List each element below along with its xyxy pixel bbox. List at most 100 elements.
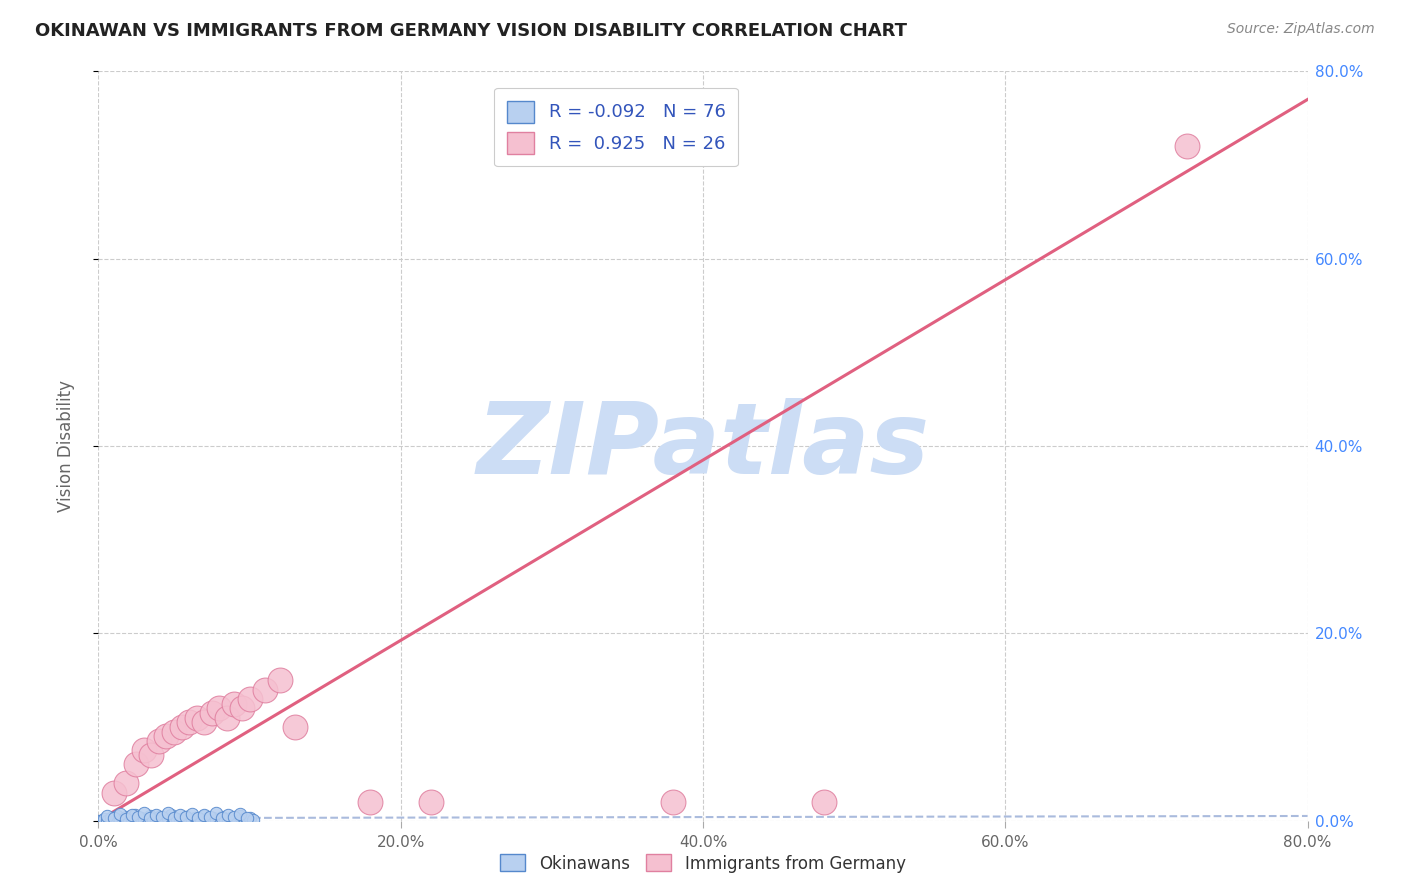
- Point: [195, 812, 218, 826]
- Point: [139, 809, 162, 823]
- Point: [103, 811, 125, 825]
- Point: [284, 720, 307, 734]
- Point: [156, 806, 179, 821]
- Point: [148, 734, 170, 748]
- Y-axis label: Vision Disability: Vision Disability: [56, 380, 75, 512]
- Point: [221, 811, 243, 825]
- Point: [179, 715, 201, 730]
- Point: [215, 710, 238, 724]
- Point: [181, 807, 204, 822]
- Point: [193, 715, 215, 730]
- Point: [211, 810, 233, 824]
- Point: [239, 692, 262, 706]
- Point: [148, 810, 170, 824]
- Point: [217, 808, 239, 822]
- Point: [226, 814, 249, 828]
- Point: [145, 808, 167, 822]
- Text: OKINAWAN VS IMMIGRANTS FROM GERMANY VISION DISABILITY CORRELATION CHART: OKINAWAN VS IMMIGRANTS FROM GERMANY VISI…: [35, 22, 907, 40]
- Point: [153, 814, 176, 828]
- Text: Source: ZipAtlas.com: Source: ZipAtlas.com: [1227, 22, 1375, 37]
- Point: [96, 809, 118, 823]
- Point: [90, 814, 112, 828]
- Point: [211, 811, 233, 825]
- Point: [163, 724, 186, 739]
- Point: [166, 812, 188, 826]
- Point: [224, 697, 246, 711]
- Point: [170, 720, 193, 734]
- Point: [205, 813, 228, 827]
- Point: [186, 710, 208, 724]
- Point: [163, 814, 186, 828]
- Point: [235, 811, 257, 825]
- Point: [205, 806, 228, 821]
- Point: [360, 795, 382, 809]
- Point: [174, 810, 197, 824]
- Point: [193, 808, 215, 822]
- Point: [184, 811, 207, 825]
- Point: [217, 814, 239, 828]
- Point: [235, 814, 257, 828]
- Point: [174, 810, 197, 824]
- Point: [200, 810, 222, 824]
- Point: [187, 813, 209, 827]
- Point: [179, 812, 201, 826]
- Point: [127, 810, 149, 824]
- Point: [208, 814, 231, 828]
- Point: [114, 776, 136, 790]
- Point: [231, 701, 253, 715]
- Legend: R = -0.092   N = 76, R =  0.925   N = 26: R = -0.092 N = 76, R = 0.925 N = 26: [495, 88, 738, 166]
- Point: [121, 812, 143, 826]
- Point: [242, 813, 264, 827]
- Point: [142, 812, 165, 826]
- Point: [145, 814, 167, 828]
- Point: [114, 812, 136, 826]
- Point: [160, 808, 183, 822]
- Point: [172, 814, 194, 828]
- Point: [93, 812, 115, 826]
- Point: [1175, 139, 1198, 153]
- Point: [813, 795, 835, 809]
- Point: [132, 806, 155, 821]
- Point: [229, 807, 252, 822]
- Text: ZIPatlas: ZIPatlas: [477, 398, 929, 494]
- Point: [111, 814, 134, 828]
- Point: [87, 814, 110, 828]
- Point: [193, 809, 215, 823]
- Point: [124, 808, 146, 822]
- Point: [661, 795, 683, 809]
- Point: [169, 813, 191, 827]
- Point: [125, 757, 148, 772]
- Point: [224, 813, 246, 827]
- Point: [105, 809, 128, 823]
- Point: [150, 813, 173, 827]
- Point: [118, 814, 141, 828]
- Point: [169, 808, 191, 822]
- Point: [232, 812, 254, 826]
- Point: [181, 814, 204, 828]
- Point: [121, 808, 143, 822]
- Point: [208, 701, 231, 715]
- Point: [253, 682, 276, 697]
- Point: [135, 814, 157, 828]
- Point: [190, 814, 212, 828]
- Point: [163, 811, 186, 825]
- Point: [132, 743, 155, 757]
- Point: [239, 811, 262, 825]
- Point: [96, 814, 118, 828]
- Point: [108, 813, 131, 827]
- Point: [108, 807, 131, 822]
- Point: [132, 813, 155, 827]
- Point: [155, 730, 177, 744]
- Point: [100, 811, 122, 825]
- Point: [200, 814, 222, 828]
- Point: [103, 786, 125, 800]
- Point: [201, 706, 224, 720]
- Point: [420, 795, 443, 809]
- Point: [127, 814, 149, 828]
- Point: [103, 814, 125, 828]
- Point: [114, 810, 136, 824]
- Point: [187, 811, 209, 825]
- Point: [229, 809, 252, 823]
- Point: [202, 811, 225, 825]
- Legend: Okinawans, Immigrants from Germany: Okinawans, Immigrants from Germany: [494, 847, 912, 880]
